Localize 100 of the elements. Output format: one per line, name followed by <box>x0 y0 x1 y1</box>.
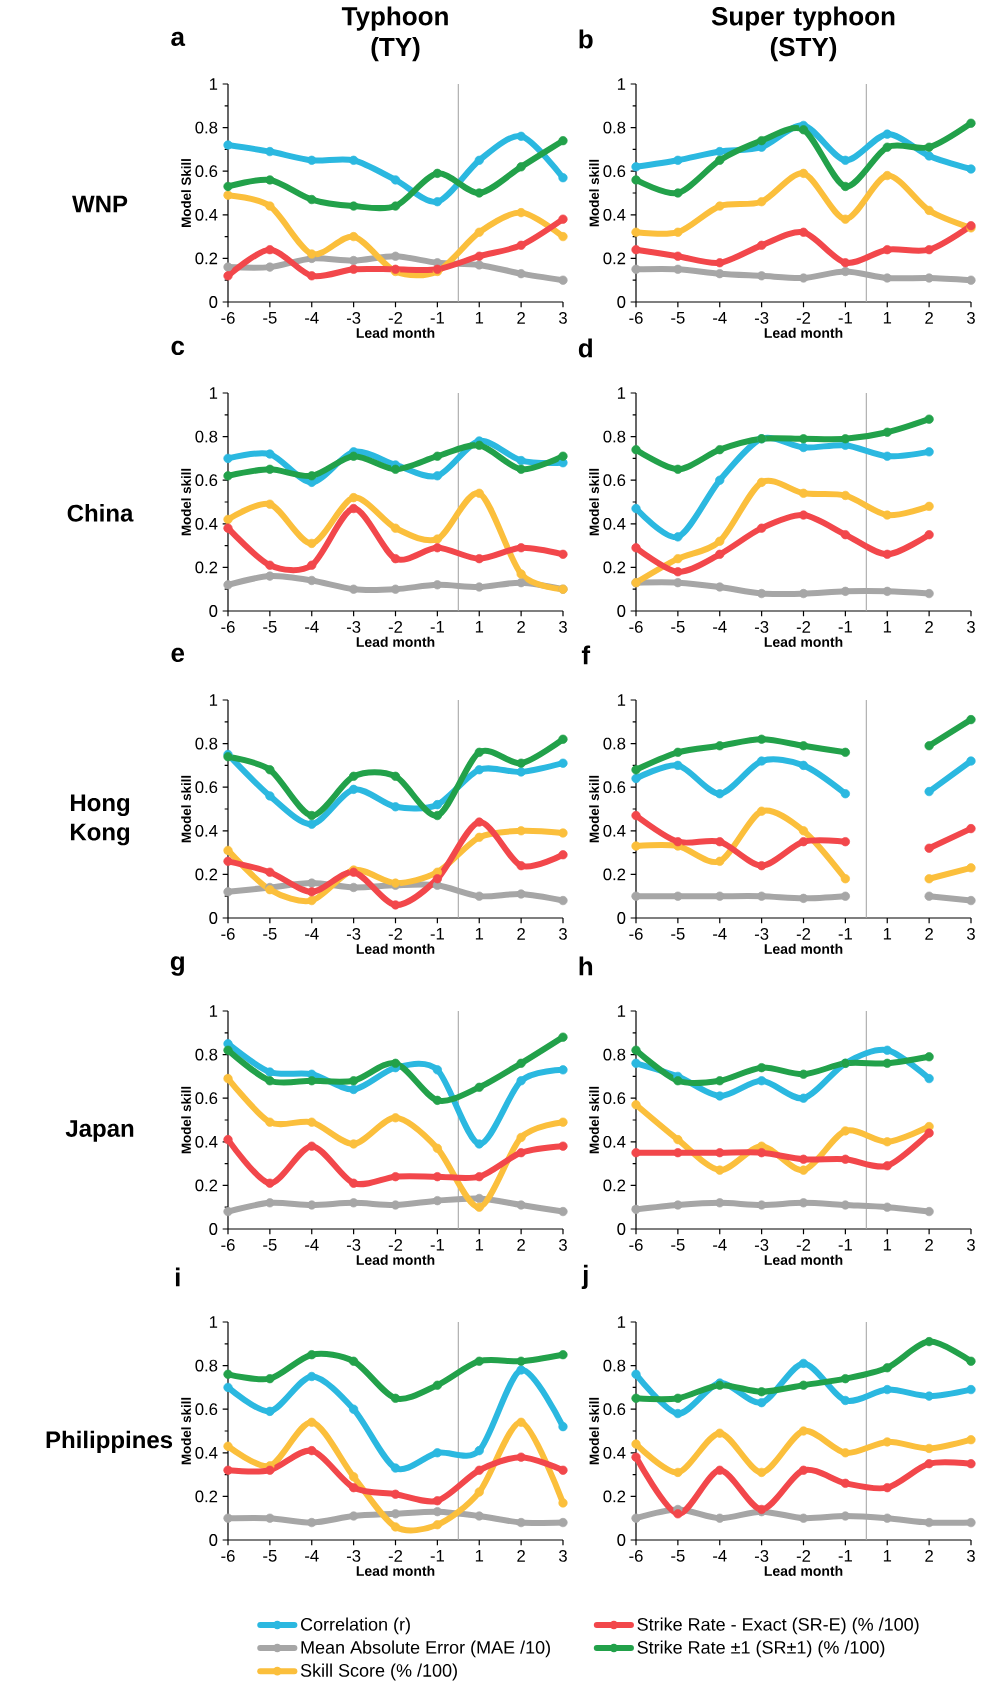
y-axis-title: Model skill <box>181 775 191 843</box>
x-tick-label: -3 <box>346 312 361 324</box>
y-tick-label: 0.4 <box>195 824 218 837</box>
x-tick-label: -3 <box>754 621 769 633</box>
y-tick-label: 0.2 <box>195 868 218 881</box>
x-tick-label: 3 <box>966 312 975 324</box>
x-tick-label: -1 <box>430 928 444 940</box>
y-axis-title: Model skill <box>181 1397 191 1465</box>
x-tick-label: -2 <box>796 928 811 940</box>
y-tick-label: 0.6 <box>603 781 626 794</box>
y-tick-label: 0.8 <box>603 430 626 443</box>
y-tick-label: 0.4 <box>603 824 626 837</box>
x-tick-label: 3 <box>966 621 975 633</box>
y-tick-label: 0.8 <box>195 430 218 443</box>
x-tick-label: 2 <box>925 621 933 633</box>
x-tick-label: 1 <box>475 312 484 324</box>
y-tick-label: 0.8 <box>195 121 218 134</box>
y-tick-label: 0.2 <box>603 1490 626 1503</box>
y-tick-label: 0 <box>209 605 218 617</box>
x-tick-label: 1 <box>475 928 484 940</box>
y-tick-label: 0.4 <box>603 1135 626 1148</box>
x-axis-title: Lead month <box>764 327 843 338</box>
x-axis-title: Lead month <box>356 1565 435 1576</box>
x-tick-label: -6 <box>221 928 235 940</box>
x-tick-label: 2 <box>925 928 933 940</box>
chart-title: i <box>175 1267 180 1287</box>
y-tick-label: 0.6 <box>195 1092 218 1105</box>
chart-title: b <box>579 29 593 49</box>
text: Typhoon (TY) <box>341 6 448 62</box>
y-tick-label: 0 <box>209 912 218 924</box>
x-tick-label: 1 <box>475 621 484 633</box>
x-tick-label: -1 <box>430 312 444 324</box>
x-tick-label: -6 <box>629 928 643 940</box>
x-tick-label: 3 <box>558 928 567 940</box>
y-tick-label: 0.8 <box>195 1359 218 1372</box>
x-tick-label: 1 <box>883 928 892 940</box>
chart-title: h <box>579 956 593 976</box>
x-tick-label: -2 <box>796 1550 811 1562</box>
x-tick-label: 1 <box>883 1550 892 1562</box>
x-tick-label: -2 <box>388 928 403 940</box>
y-tick-label: 1 <box>209 387 218 399</box>
chart-title: j <box>581 1264 588 1290</box>
x-tick-label: 1 <box>883 621 892 633</box>
y-tick-label: 0 <box>617 912 626 924</box>
x-tick-label: -6 <box>221 1239 235 1251</box>
x-tick-label: -3 <box>754 312 769 324</box>
y-tick-label: 1 <box>617 78 626 90</box>
x-tick-label: -3 <box>754 928 769 940</box>
x-tick-label: -2 <box>796 1239 811 1251</box>
x-tick-label: -5 <box>671 1550 685 1562</box>
y-tick-label: 1 <box>617 1316 626 1328</box>
y-tick-label: 0 <box>209 1534 218 1546</box>
x-tick-label: -6 <box>629 621 643 633</box>
y-tick-label: 0.4 <box>603 1446 626 1459</box>
x-tick-label: -6 <box>221 621 235 633</box>
y-tick-label: 1 <box>617 694 626 706</box>
y-axis-title: Model skill <box>181 468 191 536</box>
x-tick-label: -2 <box>796 621 811 633</box>
x-tick-label: -5 <box>263 621 277 633</box>
x-tick-label: -2 <box>796 312 811 324</box>
chart-title: e <box>171 647 185 663</box>
x-tick-label: -5 <box>263 1550 277 1562</box>
chart-title: c <box>171 340 185 356</box>
x-tick-label: -1 <box>430 1239 444 1251</box>
y-axis-title: Model skill <box>181 1086 191 1154</box>
x-tick-label: 3 <box>966 1239 975 1251</box>
x-tick-label: 3 <box>558 621 567 633</box>
x-tick-label: -4 <box>305 928 319 940</box>
x-tick-label: -1 <box>838 312 852 324</box>
x-tick-label: -4 <box>305 1550 319 1562</box>
text: Japan <box>65 1120 134 1142</box>
y-tick-label: 0.6 <box>195 165 218 178</box>
x-tick-label: -5 <box>671 312 685 324</box>
y-tick-label: 0.2 <box>195 252 218 265</box>
chart-title: g <box>170 956 184 976</box>
y-axis-title: Model skill <box>589 775 599 843</box>
y-tick-label: 0.2 <box>603 868 626 881</box>
x-tick-label: -5 <box>671 928 685 940</box>
x-tick-label: -5 <box>263 1239 277 1251</box>
x-tick-label: 2 <box>517 312 525 324</box>
y-tick-label: 0 <box>617 1534 626 1546</box>
x-tick-label: -6 <box>629 1550 643 1562</box>
text: Hong Kong <box>70 794 130 846</box>
y-tick-label: 0.6 <box>603 1092 626 1105</box>
y-tick-label: 0.2 <box>603 561 626 574</box>
x-tick-label: 1 <box>883 312 892 324</box>
x-tick-label: 3 <box>558 1550 567 1562</box>
y-tick-label: 0.2 <box>603 1179 626 1192</box>
x-tick-label: -5 <box>671 1239 685 1251</box>
y-tick-label: 0 <box>617 1223 626 1235</box>
y-tick-label: 1 <box>617 1005 626 1017</box>
x-tick-label: -3 <box>346 928 361 940</box>
y-tick-label: 0.2 <box>195 1490 218 1503</box>
x-tick-label: -3 <box>346 1239 361 1251</box>
x-tick-label: -3 <box>754 1239 769 1251</box>
x-axis-title: Lead month <box>764 943 843 954</box>
x-tick-label: -4 <box>713 621 727 633</box>
x-tick-label: -3 <box>346 1550 361 1562</box>
x-tick-label: -6 <box>221 312 235 324</box>
x-tick-label: -1 <box>838 928 852 940</box>
